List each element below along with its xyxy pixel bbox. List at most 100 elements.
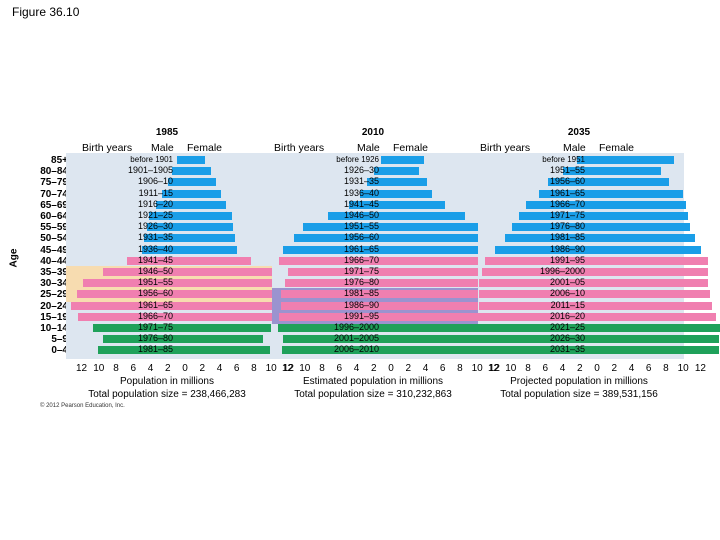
male-bar (525, 200, 597, 209)
x-tick-label: 6 (233, 363, 240, 374)
female-bar (597, 301, 713, 310)
cohort-label: before 1951 (542, 155, 585, 164)
x-tick-label: 12 (694, 363, 706, 374)
x-tick-label: 10 (471, 363, 483, 374)
x-tick-label: 10 (505, 363, 517, 374)
female-bar (597, 200, 686, 209)
age-tick-label: 85+ (51, 155, 68, 166)
male-header: Male (357, 142, 380, 154)
female-bar (597, 245, 702, 254)
female-bar (597, 167, 662, 176)
female-bar (597, 279, 709, 288)
cohort-label: 1991–95 (343, 310, 379, 321)
male-bar (380, 156, 391, 164)
cohort-label: 1976–80 (343, 277, 379, 288)
male-bar (147, 223, 185, 232)
total-population: Total population size = 389,531,156 (500, 389, 658, 400)
male-bar (103, 335, 185, 344)
female-bar (391, 268, 499, 276)
x-tick-label: 4 (628, 363, 635, 374)
female-bar (597, 312, 717, 321)
cohort-label: 2026–30 (549, 333, 585, 344)
male-bar (280, 290, 391, 299)
cohort-label: 1976–80 (137, 333, 173, 344)
male-bar (366, 178, 391, 187)
cohort-label: 1991–95 (549, 254, 585, 265)
cohort-label: 1961–65 (137, 299, 173, 310)
male-bar (281, 346, 391, 355)
male-bar (349, 200, 391, 209)
total-population: Total population size = 310,232,863 (294, 389, 452, 400)
male-bar (512, 223, 597, 232)
male-bar (126, 256, 185, 265)
female-bar (185, 189, 221, 198)
cohort-label: 1951–55 (137, 277, 173, 288)
x-tick-label: 12 (282, 363, 294, 374)
age-tick-label: 65–69 (40, 199, 68, 211)
pyramid-2010: 2010 Birth years Male Female before 1926 1926… (268, 0, 506, 420)
x-tick-label: 2 (199, 363, 206, 374)
cohort-label: 1951–55 (549, 165, 585, 176)
female-bar (185, 200, 226, 209)
male-bar (171, 167, 185, 176)
x-tick-label: 8 (663, 363, 669, 374)
age-tick-label: 60–64 (40, 211, 68, 222)
male-bar (519, 212, 597, 220)
cohort-label: 1971–75 (137, 322, 173, 332)
female-bar (185, 245, 238, 254)
male-bar (294, 234, 391, 243)
age-tick-label: 10–14 (40, 323, 68, 334)
x-tick-label: 6 (439, 363, 446, 374)
birth-years-header: Birth years (480, 142, 531, 154)
pyramid-1985: 1985 Birth years Male Female before 1901 1901… (62, 0, 298, 420)
male-bar (142, 245, 185, 254)
male-bar (282, 335, 391, 344)
cohort-label: 1966–70 (343, 254, 379, 265)
x-tick-label: 10 (93, 363, 105, 374)
cohort-label: 2031–35 (549, 344, 585, 355)
cohort-label: 1931–35 (137, 232, 173, 243)
x-tick-label: 2 (611, 363, 618, 374)
female-bar (597, 178, 670, 187)
x-axis-caption: Estimated population in millions (302, 376, 444, 387)
female-bar (597, 290, 711, 299)
age-tick-label: 45–49 (40, 244, 68, 256)
male-bar (373, 167, 391, 176)
male-bar (538, 189, 597, 198)
male-bar (472, 324, 597, 332)
cohort-label: 1961–65 (343, 243, 379, 254)
male-bar (144, 234, 185, 243)
age-tick-label: 20–24 (40, 300, 68, 312)
female-header: Female (599, 142, 635, 154)
x-tick-label: 4 (147, 363, 154, 374)
male-bar (484, 256, 597, 265)
male-bar (98, 346, 185, 355)
male-bar (563, 167, 597, 176)
female-bar (597, 156, 674, 164)
cohort-label: 2011–15 (550, 299, 585, 310)
female-bar (391, 223, 486, 232)
male-bar (103, 268, 185, 276)
x-tick-label: 12 (76, 363, 88, 374)
cohort-label: 1981–85 (137, 344, 173, 355)
cohort-label: 1926–30 (343, 165, 379, 176)
cohort-label: 1931–35 (343, 176, 379, 187)
male-bar (167, 178, 185, 187)
x-tick-label: 2 (164, 363, 171, 374)
male-bar (478, 279, 597, 288)
x-tick-label: 10 (299, 363, 311, 374)
cohort-label: 1951–55 (343, 221, 379, 232)
cohort-label: 1926–30 (137, 221, 173, 232)
male-bar (505, 234, 597, 243)
age-tick-label: 80–84 (40, 166, 68, 178)
x-tick-label: 12 (488, 363, 500, 374)
pyramid-year-title: 2010 (361, 127, 385, 138)
female-bar (185, 324, 271, 332)
x-axis-caption: Projected population in millions (510, 376, 648, 387)
male-bar (282, 245, 391, 254)
age-tick-label: 70–74 (40, 188, 68, 200)
female-bar (391, 156, 424, 164)
pyramid-year-title: 1985 (155, 127, 179, 138)
male-bar (284, 279, 391, 288)
male-bar (277, 324, 391, 332)
